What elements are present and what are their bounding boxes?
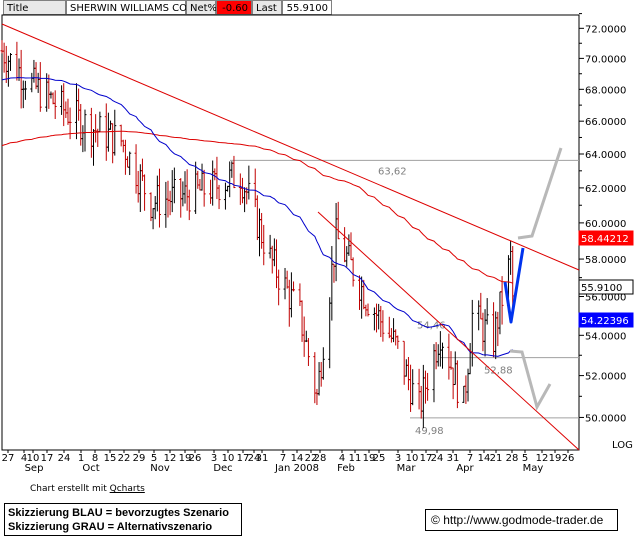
scenario-legend: Skizzierung BLAU = bevorzugtes Szenario … — [4, 503, 242, 536]
y-scale-label: LOG — [612, 440, 633, 451]
x-tick-label: 27 — [2, 453, 15, 464]
y-tick-label: 54.0000 — [585, 331, 626, 342]
x-tick-label: 14 — [291, 453, 304, 464]
x-tick-label: 29 — [133, 453, 146, 464]
x-tick-label: 24 — [431, 453, 444, 464]
y-tick-label: 72.0000 — [585, 24, 626, 35]
y-tick-label: 58.0000 — [585, 255, 626, 266]
level-label-52-88: 52,88 — [484, 366, 513, 377]
x-tick-label: 5 — [522, 453, 528, 464]
ma-red-price-tag: 58.44212 — [581, 234, 629, 245]
ma-blue-price-tag: 54.22396 — [581, 316, 629, 327]
ma-red-price-tag-bg — [578, 230, 634, 246]
x-month-label: Oct — [82, 463, 99, 474]
x-tick-label: 14 — [478, 453, 491, 464]
x-tick-label: 5 — [151, 453, 157, 464]
x-tick-label: 25 — [373, 453, 386, 464]
y-tick-label: 70.0000 — [585, 54, 626, 65]
y-tick-label: 62.0000 — [585, 184, 626, 195]
ma-long-line — [1, 130, 513, 284]
ma-blue-price-tag-bg — [578, 312, 634, 328]
y-tick-label: 64.0000 — [585, 150, 626, 161]
x-month-label: Feb — [337, 463, 355, 474]
trendlines — [1, 23, 580, 451]
x-month-label: Dec — [213, 463, 232, 474]
x-tick-label: 12 — [536, 453, 549, 464]
scenario-grey-down — [509, 349, 552, 411]
x-tick-label: 31 — [447, 453, 460, 464]
x-tick-label: 8 — [92, 453, 98, 464]
ohlc-bars — [0, 40, 515, 429]
x-tick-label: 10 — [406, 453, 419, 464]
credit-link[interactable]: Qcharts — [109, 484, 145, 494]
x-tick-label: 12 — [164, 453, 177, 464]
scenario-grey-up — [517, 147, 563, 240]
x-tick-label: 22 — [118, 453, 131, 464]
x-tick-label: 15 — [104, 453, 117, 464]
credit-text: Chart erstellt mit — [30, 484, 110, 494]
horizontal-levels: 63,62 52,88 49,98 54,46 — [230, 159, 579, 437]
x-tick-label: 28 — [314, 453, 327, 464]
source-url[interactable]: © http://www.godmode-trader.de — [425, 509, 618, 531]
y-tick-label: 50.0000 — [585, 413, 626, 424]
x-tick-label: 28 — [506, 453, 519, 464]
x-tick-label: 31 — [256, 453, 269, 464]
x-tick-label: 17 — [420, 453, 433, 464]
chart-axes: 72.0000 70.0000 68.0000 66.0000 64.0000 62.00… — [1, 13, 633, 451]
trendline-lower — [317, 211, 580, 451]
y-tick-label: 52.0000 — [585, 372, 626, 383]
moving-averages — [1, 76, 513, 357]
y-tick-label: 56.0000 — [585, 293, 626, 304]
copyright-icon: © — [431, 513, 440, 527]
x-month-label: Mar — [397, 463, 417, 474]
y-tick-label: 68.0000 — [585, 85, 626, 96]
scenario-sketches — [503, 147, 563, 411]
x-tick-label: 4 — [339, 453, 345, 464]
y-tick-label: 60.0000 — [585, 219, 626, 230]
y-tick-label: 66.0000 — [585, 117, 626, 128]
x-tick-label: 21 — [490, 453, 503, 464]
ma-short-line — [1, 76, 513, 357]
level-label-63-62: 63,62 — [378, 166, 407, 177]
x-tick-label: 17 — [41, 453, 54, 464]
url-text[interactable]: http://www.godmode-trader.de — [443, 513, 604, 527]
x-tick-label: 1 — [78, 453, 84, 464]
chart-credit: Chart erstellt mit Qcharts — [30, 484, 145, 494]
last-price-tag-bg — [578, 279, 634, 295]
x-tick-label: 19 — [363, 453, 376, 464]
x-tick-label: 3 — [395, 453, 401, 464]
scenario-blue-arrow — [503, 247, 525, 324]
x-month-label: May — [523, 463, 544, 474]
x-tick-label: 24 — [248, 453, 261, 464]
x-tick-label: 3 — [211, 453, 217, 464]
legend-blue: Skizzierung BLAU = bevorzugtes Szenario — [8, 507, 229, 519]
x-month-label: Jan 2008 — [274, 463, 319, 474]
plot-frame — [1, 14, 580, 451]
x-tick-label: 7 — [467, 453, 473, 464]
x-tick-label: 19 — [179, 453, 192, 464]
trendline-upper — [1, 23, 580, 271]
x-tick-label: 4 — [21, 453, 27, 464]
x-tick-label: 10 — [27, 453, 40, 464]
legend-grey: Skizzierung GRAU = Alternativszenario — [8, 521, 213, 533]
x-tick-label: 22 — [305, 453, 318, 464]
annotation-54-46: 54,46 — [417, 320, 446, 331]
price-labels: 58.44212 55.9100 54.22396 — [578, 230, 634, 328]
x-tick-label: 10 — [222, 453, 235, 464]
x-tick-label: 11 — [349, 453, 362, 464]
x-tick-label: 26 — [189, 453, 202, 464]
x-tick-label: 24 — [58, 453, 71, 464]
last-price-tag: 55.9100 — [581, 283, 622, 294]
x-tick-label: 19 — [549, 453, 562, 464]
x-tick-label: 7 — [280, 453, 286, 464]
level-label-49-98: 49,98 — [415, 426, 444, 437]
x-month-label: Apr — [456, 463, 474, 474]
x-month-label: Sep — [25, 463, 44, 474]
price-chart: 72.0000 70.0000 68.0000 66.0000 64.0000 62.00… — [0, 13, 634, 474]
x-tick-label: 26 — [562, 453, 575, 464]
x-tick-label: 17 — [237, 453, 250, 464]
x-month-label: Nov — [150, 463, 170, 474]
